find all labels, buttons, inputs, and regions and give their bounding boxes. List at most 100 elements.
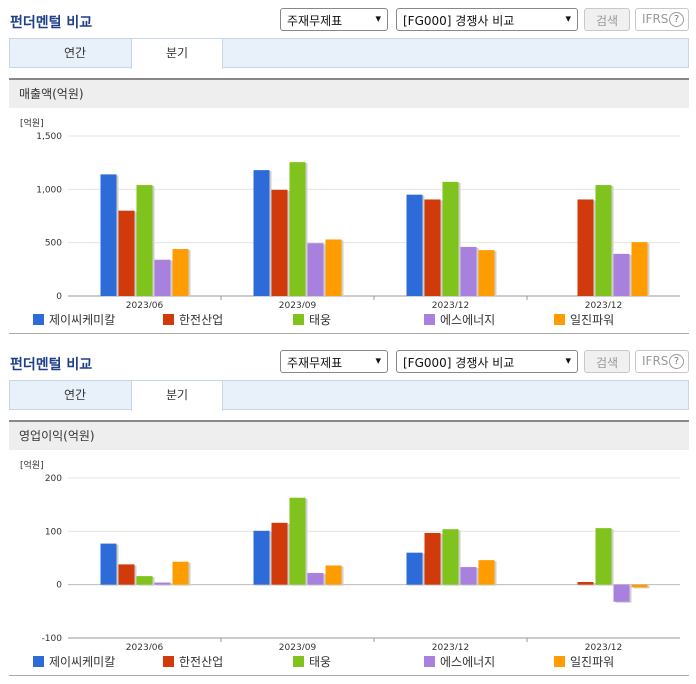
legend-label: 에스에너지 <box>440 313 496 327</box>
y-tick-label: 200 <box>45 474 62 484</box>
bar[interactable] <box>460 246 477 296</box>
bar[interactable] <box>613 253 630 296</box>
ifrs-label: IFRS <box>642 12 669 26</box>
ifrs-label: IFRS <box>642 354 669 368</box>
bar[interactable] <box>136 185 153 296</box>
section-title: 펀더멘털 비교 <box>10 15 93 31</box>
legend-swatch <box>163 656 174 667</box>
bar[interactable] <box>154 259 171 296</box>
divider <box>9 675 689 676</box>
legend-label: 에스에너지 <box>440 655 496 669</box>
legend-label: 한전산업 <box>179 313 224 327</box>
help-icon[interactable]: ? <box>669 12 684 27</box>
bar[interactable] <box>595 185 612 296</box>
bar[interactable] <box>154 582 171 585</box>
bar[interactable] <box>631 584 648 588</box>
y-tick-label: -100 <box>42 634 63 644</box>
y-tick-label: 0 <box>56 292 62 302</box>
tab-annual[interactable]: 연간 <box>63 388 87 402</box>
bar[interactable] <box>442 181 459 296</box>
bar[interactable] <box>118 210 135 296</box>
bar[interactable] <box>253 170 270 296</box>
tab-quarter[interactable]: 분기 <box>131 39 223 69</box>
bar[interactable] <box>172 249 189 296</box>
bar[interactable] <box>478 250 495 296</box>
x-tick-label: 2023/06 <box>126 301 164 308</box>
x-tick-label: 2023/09 <box>279 301 317 308</box>
statement-select-value: 주재무제표 <box>287 14 343 28</box>
x-tick-label: 2023/12 <box>585 643 622 650</box>
fundamental-section-revenue: 펀더멘털 비교 주재무제표 ▾ [FG000] 경쟁사 비교 ▾ 검색 IFRS? … <box>0 0 696 334</box>
bar[interactable] <box>100 543 117 585</box>
bar[interactable] <box>595 528 612 585</box>
legend-swatch <box>424 314 435 325</box>
bar[interactable] <box>307 243 324 296</box>
bar[interactable] <box>442 529 459 585</box>
bar[interactable] <box>478 560 495 585</box>
legend-label: 일진파워 <box>570 655 615 669</box>
bar[interactable] <box>172 561 189 585</box>
legend-swatch <box>293 314 304 325</box>
bar[interactable] <box>100 174 117 296</box>
unit-label: [억원] <box>20 459 44 471</box>
chevron-down-icon: ▾ <box>565 12 571 25</box>
bar[interactable] <box>136 576 153 585</box>
bar[interactable] <box>307 572 324 585</box>
bar[interactable] <box>406 194 423 296</box>
ifrs-button[interactable]: IFRS? <box>635 350 689 373</box>
ifrs-button[interactable]: IFRS? <box>635 8 689 31</box>
legend-swatch <box>33 656 44 667</box>
y-tick-label: 500 <box>45 239 62 249</box>
bar[interactable] <box>460 567 477 585</box>
legend-swatch <box>293 656 304 667</box>
bar[interactable] <box>406 552 423 585</box>
chevron-down-icon: ▾ <box>375 12 381 25</box>
search-button[interactable]: 검색 <box>584 350 630 373</box>
bar[interactable] <box>424 199 441 296</box>
chart-legend: 제이씨케미칼 한전산업 태웅 에스에너지 일진파워 <box>0 312 696 328</box>
legend-swatch <box>163 314 174 325</box>
operating-profit-chart: [억원] -100 0 100 200 2023/06 2023/09 2023/12 2023… <box>0 450 696 650</box>
metric-title: 영업이익(억원) <box>9 420 689 450</box>
statement-select[interactable]: 주재무제표 ▾ <box>280 8 388 31</box>
bar[interactable] <box>253 530 270 585</box>
bar[interactable] <box>289 497 306 585</box>
bar[interactable] <box>577 199 594 296</box>
x-tick-label: 2023/06 <box>126 643 164 650</box>
tab-quarter[interactable]: 분기 <box>131 381 223 411</box>
statement-select-value: 주재무제표 <box>287 356 343 370</box>
compare-select[interactable]: [FG000] 경쟁사 비교 ▾ <box>396 8 578 31</box>
compare-select-value: [FG000] 경쟁사 비교 <box>403 356 515 370</box>
x-tick-label: 2023/09 <box>279 643 317 650</box>
legend-swatch <box>424 656 435 667</box>
y-tick-label: 1,000 <box>36 185 62 195</box>
bar[interactable] <box>577 582 594 585</box>
tab-annual[interactable]: 연간 <box>63 46 87 60</box>
bar[interactable] <box>271 189 288 296</box>
bar[interactable] <box>118 564 135 585</box>
bar[interactable] <box>325 565 342 585</box>
compare-select[interactable]: [FG000] 경쟁사 비교 ▾ <box>396 350 578 373</box>
bar[interactable] <box>613 584 630 602</box>
metric-title: 매출액(억원) <box>9 78 689 108</box>
statement-select[interactable]: 주재무제표 ▾ <box>280 350 388 373</box>
x-tick-label: 2023/12 <box>585 301 622 308</box>
search-button[interactable]: 검색 <box>584 8 630 31</box>
bar[interactable] <box>289 162 306 296</box>
period-tabs: 연간 분기 <box>9 380 689 411</box>
chevron-down-icon: ▾ <box>375 354 381 367</box>
help-icon[interactable]: ? <box>669 354 684 369</box>
y-tick-label: 1,500 <box>36 132 62 142</box>
x-tick-label: 2023/12 <box>432 301 469 308</box>
x-tick-label: 2023/12 <box>432 643 469 650</box>
legend-swatch <box>33 314 44 325</box>
section-header: 펀더멘털 비교 주재무제표 ▾ [FG000] 경쟁사 비교 ▾ 검색 IFRS? <box>0 0 696 38</box>
legend-swatch <box>554 656 565 667</box>
bar[interactable] <box>271 522 288 585</box>
chart-svg: [억원] -100 0 100 200 2023/06 2023/09 2023/12 2023… <box>20 459 680 650</box>
bar[interactable] <box>325 239 342 296</box>
legend-label: 태웅 <box>309 313 332 327</box>
bar[interactable] <box>424 532 441 585</box>
divider <box>9 333 689 334</box>
bar[interactable] <box>631 242 648 296</box>
